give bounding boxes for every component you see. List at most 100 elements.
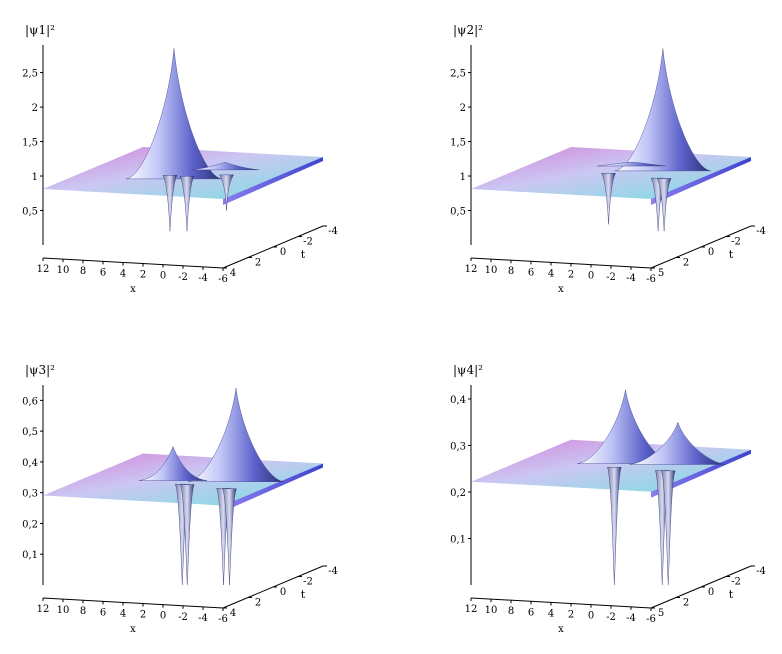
x-tick-label: 6 xyxy=(528,607,534,618)
t-axis-label: t xyxy=(729,588,734,601)
dip-5 xyxy=(219,174,234,211)
x-tick-label: 2 xyxy=(568,270,574,281)
z-tick-label: 2 xyxy=(460,103,466,114)
peak-2 xyxy=(138,445,208,481)
t-tick-label: 2 xyxy=(255,258,261,269)
x-tick-label: -6 xyxy=(646,614,656,625)
chart-panel-2: 0,5 1 1,5 2 2,5 |ψ2|² 12 10 8 6 4 2 0 -2 -4 -6 x 5 2 0 -2 -4 t xyxy=(450,23,766,295)
x-axis xyxy=(470,597,652,609)
t-axis-label: t xyxy=(729,248,734,261)
surface-edge xyxy=(651,157,751,206)
t-tick-label: 0 xyxy=(280,587,286,598)
x-tick-label: 2 xyxy=(568,610,574,621)
t-tick-label: -2 xyxy=(303,237,313,248)
surface-edge xyxy=(223,463,323,512)
x-axis-label: x xyxy=(130,624,136,635)
x-tick-label: -4 xyxy=(198,273,208,284)
x-axis-label: x xyxy=(130,284,136,295)
x-tick-label: -2 xyxy=(178,612,188,623)
x-tick-label: -2 xyxy=(606,612,616,623)
x-tick-label: 10 xyxy=(57,265,70,276)
x-tick-label: 12 xyxy=(465,604,478,615)
x-tick-label: 2 xyxy=(140,610,146,621)
surface-edge xyxy=(223,157,323,206)
x-tick-label: 4 xyxy=(120,268,126,279)
t-tick-label: 0 xyxy=(280,247,286,258)
x-tick-label: 8 xyxy=(508,266,514,277)
t-axis-label: t xyxy=(301,248,306,261)
t-tick-label: 5 xyxy=(658,608,664,619)
z-axis-label: |ψ4|² xyxy=(453,363,483,377)
t-tick-label: -2 xyxy=(731,237,741,248)
t-tick-label: -2 xyxy=(731,577,741,588)
dip-3 xyxy=(606,467,622,586)
z-tick-label: 0,4 xyxy=(450,395,466,406)
z-tick-label: 1 xyxy=(32,172,38,183)
t-tick-label: 5 xyxy=(658,268,664,279)
dip-4 xyxy=(656,178,672,232)
x-tick-label: 12 xyxy=(37,264,50,275)
z-tick-label: 0,5 xyxy=(22,207,38,218)
z-tick-label: 0,2 xyxy=(22,519,38,530)
z-axis-label: |ψ2|² xyxy=(453,23,483,37)
dip-2 xyxy=(601,173,616,225)
x-tick-label: -4 xyxy=(626,613,636,624)
t-tick-label: -4 xyxy=(756,226,766,237)
x-tick-label: 10 xyxy=(485,265,498,276)
z-tick-label: 1 xyxy=(460,172,466,183)
z-tick-label: 2,5 xyxy=(22,69,38,80)
x-axis xyxy=(42,597,224,609)
x-tick-label: -6 xyxy=(646,274,656,285)
x-tick-label: -4 xyxy=(198,613,208,624)
surface-edge xyxy=(651,449,751,498)
x-tick-label: 0 xyxy=(160,271,166,282)
x-tick-label: 8 xyxy=(508,606,514,617)
z-tick-label: 1,5 xyxy=(450,138,466,149)
x-tick-label: 0 xyxy=(160,611,166,622)
z-axis-label: |ψ3|² xyxy=(25,363,55,377)
t-tick-label: -4 xyxy=(328,566,338,577)
x-tick-label: -6 xyxy=(218,614,228,625)
dip-4 xyxy=(179,484,195,586)
t-tick-label: 2 xyxy=(683,258,689,269)
t-tick-label: 0 xyxy=(708,587,714,598)
z-tick-label: 0,6 xyxy=(22,396,38,407)
x-tick-label: 2 xyxy=(140,270,146,281)
z-tick-label: 2,5 xyxy=(450,69,466,80)
peak-4 xyxy=(190,162,260,171)
dip-2 xyxy=(162,175,178,232)
z-axis-label: |ψ1|² xyxy=(25,23,55,37)
x-tick-label: 6 xyxy=(528,267,534,278)
x-tick-label: 0 xyxy=(588,611,594,622)
x-axis-label: x xyxy=(558,284,564,295)
peak-1 xyxy=(614,48,711,172)
x-tick-label: 8 xyxy=(80,266,86,277)
x-tick-label: 6 xyxy=(100,607,106,618)
chart-panel-3: 0,10,20,30,40,50,6|ψ3|²12 10 8 6 4 2 0 -2 -4 -6x4… xyxy=(22,363,338,635)
dip-6 xyxy=(222,488,237,586)
t-tick-label: -4 xyxy=(328,226,338,237)
x-tick-label: 8 xyxy=(80,606,86,617)
t-tick-label: 2 xyxy=(255,598,261,609)
x-tick-label: -2 xyxy=(178,272,188,283)
t-tick-label: 0 xyxy=(708,247,714,258)
x-tick-label: 6 xyxy=(100,267,106,278)
z-tick-label: 0,2 xyxy=(450,488,466,499)
chart-panel-4: 0,1 0,2 0,3 0,4 |ψ4|² 12 10 8 6 4 2 0 -2 -4 -6 x 5 2 0 -2 -4… xyxy=(450,363,766,635)
x-axis xyxy=(42,257,224,269)
x-tick-label: 4 xyxy=(548,608,554,619)
z-tick-label: 0,4 xyxy=(22,458,38,469)
t-tick-label: -4 xyxy=(756,566,766,577)
x-tick-label: 10 xyxy=(485,605,498,616)
t-tick-label: 2 xyxy=(683,598,689,609)
dip-3 xyxy=(179,176,195,232)
z-tick-label: 0,1 xyxy=(22,550,38,561)
peak-5 xyxy=(597,162,666,167)
t-tick-label: -2 xyxy=(303,577,313,588)
x-tick-label: 10 xyxy=(57,605,70,616)
x-tick-label: 4 xyxy=(548,268,554,279)
x-tick-label: 12 xyxy=(37,604,50,615)
x-axis xyxy=(470,257,652,269)
